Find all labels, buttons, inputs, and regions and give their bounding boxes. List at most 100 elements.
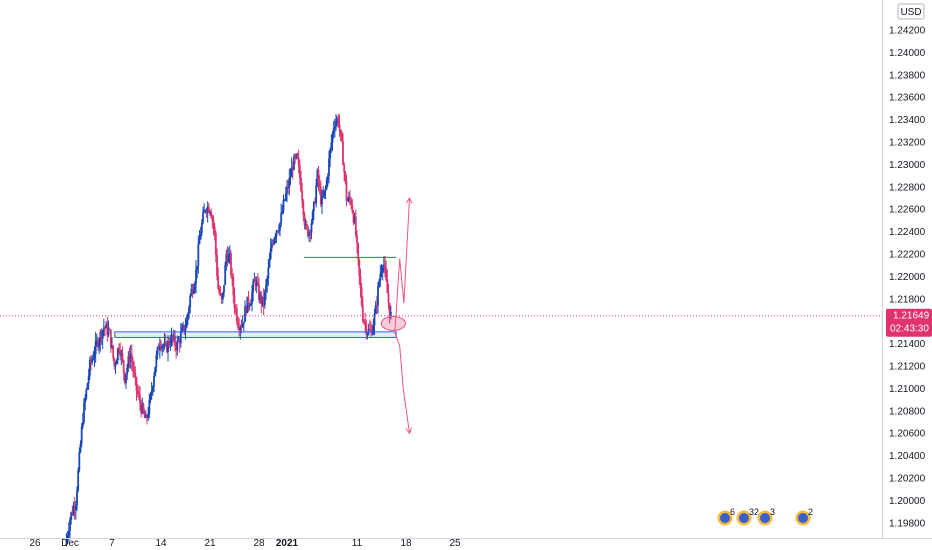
candle xyxy=(316,168,319,188)
candle xyxy=(291,160,294,180)
candle-body xyxy=(119,349,122,356)
candle-body xyxy=(91,359,94,363)
candle-body xyxy=(312,201,315,212)
candle xyxy=(158,337,161,359)
candle xyxy=(99,329,102,352)
candle-body xyxy=(128,356,131,362)
candle xyxy=(157,343,160,351)
candle xyxy=(224,261,227,286)
candle-body xyxy=(241,323,244,327)
candle-body xyxy=(185,320,188,328)
candle-body xyxy=(109,329,112,348)
candle xyxy=(228,245,231,265)
candle-body xyxy=(308,232,311,237)
candle xyxy=(148,393,151,419)
candle xyxy=(253,272,256,282)
candle-body xyxy=(188,307,190,314)
candle xyxy=(342,133,344,166)
price-tick-label: 1.21200 xyxy=(889,362,926,373)
candle-body xyxy=(136,390,139,394)
candle-body xyxy=(387,293,390,304)
candle-body xyxy=(304,224,307,226)
candle-body xyxy=(165,342,168,352)
candle xyxy=(163,332,166,350)
time-tick-label: 2021 xyxy=(276,538,299,549)
candle xyxy=(107,320,110,338)
price-axis[interactable]: 1.19800 1.20000 1.20200 1.20400 1.20600 1.208… xyxy=(882,0,926,538)
candle-body xyxy=(371,330,374,335)
candle xyxy=(244,300,246,323)
candle-body xyxy=(266,278,269,285)
economic-events[interactable]: 6 32 3 2 xyxy=(716,507,813,527)
candle-body xyxy=(368,328,371,330)
candle xyxy=(389,305,392,320)
candle-body xyxy=(205,210,208,213)
candle xyxy=(312,201,315,220)
candle xyxy=(249,299,252,306)
price-tick-label: 1.20600 xyxy=(889,429,926,440)
flag-icon-center xyxy=(798,513,808,523)
candle xyxy=(266,275,269,293)
time-axis[interactable]: 26 Dec 7 14 21 28 2021 11 18 25 xyxy=(0,538,932,549)
candle xyxy=(294,153,297,165)
event-marker[interactable]: 32 xyxy=(735,507,759,527)
candle xyxy=(325,177,328,191)
candle-body xyxy=(335,122,337,127)
candle-body xyxy=(297,157,300,166)
candle xyxy=(296,152,299,160)
candle-body xyxy=(326,175,329,181)
candle xyxy=(247,291,250,312)
candle-body xyxy=(324,188,327,191)
candle-body xyxy=(245,306,248,313)
candle xyxy=(340,130,343,143)
candle-body xyxy=(126,367,129,375)
candle xyxy=(104,326,106,337)
candle-body xyxy=(213,226,216,234)
candle-body xyxy=(344,171,347,182)
price-tick-label: 1.23000 xyxy=(889,160,926,171)
candle-body xyxy=(78,451,81,471)
candle-body xyxy=(225,254,228,265)
candle-body xyxy=(276,230,279,232)
candle-body xyxy=(73,506,76,510)
candle-body xyxy=(81,422,84,427)
candle-body xyxy=(141,404,144,413)
candle-body xyxy=(379,273,382,281)
candle xyxy=(101,329,104,350)
event-marker[interactable]: 3 xyxy=(756,507,775,527)
candle xyxy=(91,354,94,365)
candle-body xyxy=(101,330,104,340)
projection-down-arrowhead xyxy=(405,427,413,435)
candle-body xyxy=(195,269,197,285)
candle-body xyxy=(373,313,376,326)
candle xyxy=(366,332,369,340)
candle xyxy=(343,161,346,182)
candle xyxy=(255,276,258,294)
candle-body xyxy=(323,190,326,196)
candle xyxy=(347,191,350,203)
candle xyxy=(288,168,291,196)
candle-body xyxy=(121,352,124,361)
candle-body xyxy=(289,176,292,178)
price-tick-label: 1.21400 xyxy=(889,339,926,350)
candle xyxy=(175,341,178,359)
candle-body xyxy=(343,164,346,172)
event-marker[interactable]: 2 xyxy=(794,507,813,527)
candle xyxy=(272,239,274,247)
candle-body xyxy=(137,393,140,396)
currency-box[interactable]: USD xyxy=(897,3,925,20)
candle-body xyxy=(156,347,159,356)
candle-body xyxy=(307,226,309,237)
candle xyxy=(240,319,243,334)
candle-body xyxy=(217,275,220,290)
candle-body xyxy=(224,264,227,285)
candle-body xyxy=(351,205,354,213)
candle xyxy=(76,486,78,512)
candle xyxy=(78,447,81,473)
candle xyxy=(232,273,235,304)
candle xyxy=(216,248,218,281)
candle-body xyxy=(258,284,260,300)
event-marker[interactable]: 6 xyxy=(716,507,735,527)
candle xyxy=(123,371,126,385)
